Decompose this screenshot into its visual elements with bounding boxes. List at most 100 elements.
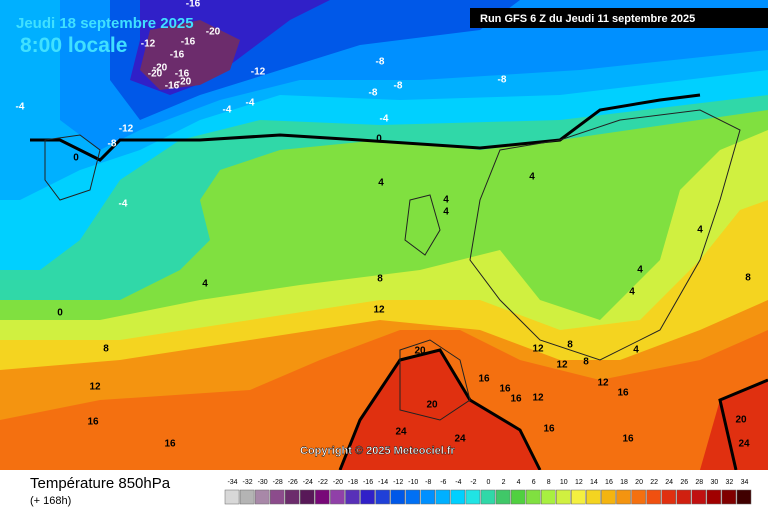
legend-label: 6 [532,479,536,486]
contour-label: -8 [498,75,507,86]
contour-label: -16 [165,81,180,92]
contour-label: 12 [556,360,568,371]
footer-title: Température 850hPa [30,475,171,492]
legend-label: 8 [547,479,551,486]
legend-label: 14 [590,479,598,486]
contour-label: 4 [629,287,635,298]
contour-label: 16 [622,434,634,445]
legend-label: 24 [665,479,673,486]
legend-swatch [254,489,270,505]
contour-label: 16 [617,388,629,399]
contour-label: 8 [583,357,589,368]
temperature-field [0,0,768,470]
contour-label: -12 [141,39,156,50]
legend-label: -24 [303,479,313,486]
contour-label: 16 [164,439,176,450]
legend-label: 0 [487,479,491,486]
contour-label: 4 [633,345,639,356]
legend-label: -2 [470,479,476,486]
legend-label: -28 [273,479,283,486]
contour-label: 0 [73,153,79,164]
contour-labels: -16-20-12 -16-16-20-16-20-20-16-12-8-8-8-… [16,0,752,450]
contour-label: -16 [175,69,190,80]
coastline [404,194,441,256]
legend-label: 30 [710,479,718,486]
contour-label: -12 [119,124,134,135]
legend-label: 32 [726,479,734,486]
legend-swatch [495,489,511,505]
legend-label: 22 [650,479,658,486]
legend-label: -16 [363,479,373,486]
legend-swatch [345,489,360,505]
legend-label: -4 [455,479,461,486]
legend-swatch [435,489,451,505]
legend-label: -14 [378,479,388,486]
isotherm-line [718,378,768,471]
legend-swatch [571,489,586,505]
legend-swatch [239,489,255,505]
legend-swatch [601,489,616,505]
contour-label: -16 [170,50,185,61]
contour-label: -8 [376,57,385,68]
footer-lead: (+ 168h) [30,495,71,507]
legend-label: -12 [393,479,403,486]
contour-label: 0 [376,134,382,145]
contour-label: 12 [373,305,385,316]
legend-swatch [465,489,481,505]
legend-swatch [284,489,300,505]
legend-swatch [736,489,752,505]
contour-label: -20 [148,69,163,80]
legend-label: -10 [408,479,418,486]
coastline [469,109,741,361]
legend-swatch [661,489,676,505]
legend-swatch [405,489,420,505]
map-date: Jeudi 18 septembre 2025 [16,15,194,32]
coastline [44,134,101,201]
legend-swatch [480,489,496,505]
legend-swatch [646,489,661,505]
copyright: Copyright © 2025 Meteociel.fr [300,445,456,457]
contour-label: 20 [414,346,426,357]
legend-swatch [224,489,240,505]
legend-swatch [616,489,631,505]
field-24 [340,350,768,470]
legend-swatch [315,489,330,505]
contour-label: -20 [153,63,168,74]
contour-label: 20 [426,400,438,411]
zero-isotherm [30,93,768,471]
legend-label: -34 [227,479,237,486]
legend-swatch [540,489,556,505]
contour-label: -4 [16,102,25,113]
legend-swatch [269,489,285,505]
contour-label: 24 [454,434,466,445]
legend-swatch [631,489,646,505]
legend-swatch [525,489,541,505]
contour-label: 4 [637,265,643,276]
legend-swatch [676,489,692,505]
contour-label: 8 [567,340,573,351]
isotherm-line [338,348,542,471]
contour-label: -8 [108,139,117,150]
contour-label: 4 [443,207,449,218]
contour-label: 12 [89,382,101,393]
contour-label: 4 [378,178,384,189]
legend-swatch [330,489,345,505]
run-box [470,8,768,28]
legend-swatch [691,489,707,505]
legend-label: 28 [695,479,703,486]
contour-label: 16 [87,417,99,428]
legend-label: -20 [333,479,343,486]
legend-label: -6 [440,479,446,486]
legend-label: 16 [605,479,613,486]
field-m20 [140,20,240,90]
legend-label: 18 [620,479,628,486]
contour-label: 20 [735,415,747,426]
legend-swatch [510,489,526,505]
contour-label: 12 [532,344,544,355]
contour-label: 0 [57,308,63,319]
coastline [399,339,471,421]
contour-label: -20 [206,27,221,38]
legend-swatch [300,489,315,505]
legend-swatch [390,489,405,505]
